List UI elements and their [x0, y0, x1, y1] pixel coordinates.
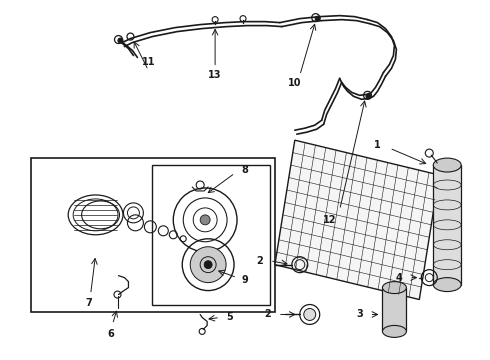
Ellipse shape [433, 278, 461, 292]
Bar [152, 165, 270, 305]
Text: 5: 5 [227, 312, 233, 323]
Text: 9: 9 [242, 275, 248, 285]
Circle shape [118, 38, 123, 43]
Text: 12: 12 [323, 215, 337, 225]
Circle shape [204, 261, 212, 269]
Circle shape [366, 94, 371, 99]
Ellipse shape [383, 282, 406, 293]
Bar [31, 158, 275, 312]
Text: 13: 13 [208, 71, 222, 80]
Text: 8: 8 [242, 165, 248, 175]
Ellipse shape [383, 325, 406, 337]
Bar [433, 165, 461, 285]
Text: 2: 2 [265, 310, 271, 319]
Text: 11: 11 [142, 58, 155, 67]
Text: 7: 7 [85, 297, 92, 307]
Circle shape [190, 247, 226, 283]
Circle shape [304, 309, 316, 320]
Text: 6: 6 [107, 329, 114, 339]
Text: 10: 10 [288, 78, 301, 88]
Text: 1: 1 [374, 140, 381, 150]
Text: 2: 2 [257, 256, 263, 266]
Circle shape [200, 215, 210, 225]
Text: 4: 4 [396, 273, 403, 283]
Bar [383, 288, 406, 332]
Polygon shape [275, 140, 439, 300]
Ellipse shape [433, 158, 461, 172]
Circle shape [315, 16, 320, 21]
Text: 3: 3 [356, 310, 363, 319]
